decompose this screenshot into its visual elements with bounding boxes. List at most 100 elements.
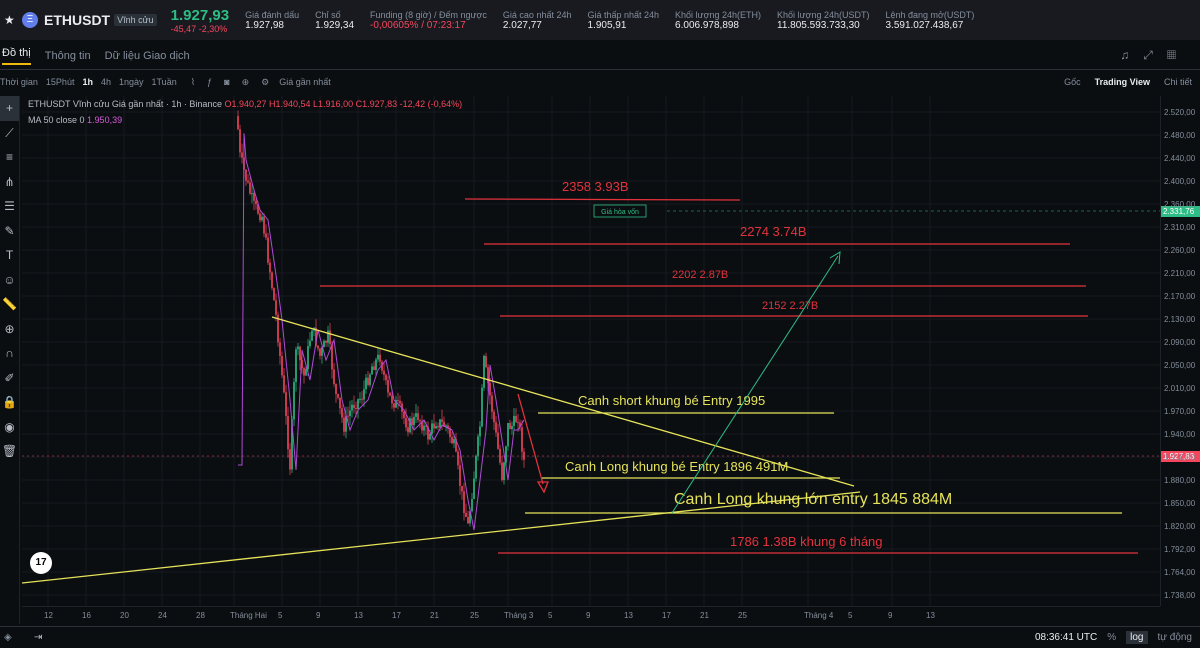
candle-body bbox=[497, 432, 499, 449]
price-chart[interactable]: Giá hòa vốn 2358 3.93B 2274 3.74B 2202 2… bbox=[22, 96, 1160, 606]
price-tick: 2.090,00 bbox=[1164, 338, 1196, 347]
expand-icon[interactable]: ⤢ bbox=[1143, 48, 1167, 62]
ascending-trendline bbox=[22, 491, 861, 584]
eye-icon[interactable]: ◉ bbox=[4, 419, 15, 434]
percent-scale-toggle[interactable]: % bbox=[1107, 632, 1117, 643]
candle-body bbox=[493, 411, 495, 423]
zoom-icon[interactable]: ⊕ bbox=[4, 321, 15, 336]
time-tick: 25 bbox=[738, 611, 747, 620]
symbol-name[interactable]: ETHUSDT bbox=[44, 12, 111, 28]
candle-body bbox=[339, 397, 341, 409]
candle-body bbox=[301, 360, 303, 368]
utc-clock[interactable]: 08:36:41 UTC bbox=[1034, 632, 1098, 643]
interval-1h[interactable]: 1h bbox=[82, 77, 93, 87]
horizontal-lines-icon[interactable]: ≡ bbox=[5, 150, 13, 164]
candle-body bbox=[461, 485, 463, 492]
price-tick: 2.360,00 bbox=[1164, 200, 1196, 209]
camera-icon[interactable]: ◙ bbox=[224, 77, 230, 87]
indicators-icon[interactable]: ƒ bbox=[207, 77, 213, 87]
candle-body bbox=[411, 418, 413, 426]
time-tick: 13 bbox=[926, 611, 935, 620]
candle-body bbox=[439, 419, 441, 428]
view-tradingview[interactable]: Trading View bbox=[1094, 77, 1150, 87]
price-tick: 1.738,00 bbox=[1164, 591, 1196, 600]
candle-body bbox=[295, 349, 297, 383]
trendline-icon[interactable]: ⟋ bbox=[5, 125, 14, 140]
stat-funding[interactable]: Funding (8 giờ) / Đếm ngược -0,00605% / 0… bbox=[370, 10, 487, 31]
candle-body bbox=[239, 129, 241, 153]
stay-drawing-icon[interactable]: ✐ bbox=[4, 370, 15, 385]
candle-body bbox=[367, 377, 369, 385]
chart-grid bbox=[22, 96, 1160, 606]
candle-body bbox=[359, 398, 361, 400]
settings-icon[interactable]: ⚙ bbox=[261, 76, 270, 87]
price-type-select[interactable]: Giá gần nhất bbox=[279, 77, 331, 87]
candle-body bbox=[355, 408, 357, 410]
candle-body bbox=[467, 516, 469, 524]
interval-15m[interactable]: 15Phút bbox=[45, 77, 75, 87]
candle-body bbox=[371, 366, 373, 375]
candle-body bbox=[323, 340, 325, 348]
tab-info[interactable]: Thông tin bbox=[44, 49, 91, 62]
eth-coin-icon: Ξ bbox=[22, 12, 38, 28]
ma-legend[interactable]: MA 50 close 0 1.950,39 bbox=[28, 115, 122, 125]
tradingview-logo-icon[interactable]: 17 bbox=[30, 552, 52, 574]
candle-body bbox=[263, 216, 265, 234]
alert-bell-icon[interactable]: ♫ bbox=[1120, 48, 1144, 62]
interval-4h[interactable]: 4h bbox=[100, 77, 111, 87]
view-original[interactable]: Gốc bbox=[1064, 77, 1081, 87]
tab-chart[interactable]: Đồ thị bbox=[2, 47, 31, 65]
tab-trading-data[interactable]: Dữ liệu Giao dịch bbox=[104, 49, 190, 62]
layers-icon[interactable]: ◈ bbox=[4, 632, 12, 643]
pitchfork-icon[interactable]: ⋔ bbox=[4, 174, 15, 189]
lock-icon[interactable]: 🔒 bbox=[2, 395, 17, 409]
interval-1w[interactable]: 1Tuần bbox=[151, 77, 177, 87]
candle-body bbox=[391, 395, 393, 404]
time-tick: 24 bbox=[158, 611, 167, 620]
price-tick: 1.910,00 bbox=[1164, 453, 1196, 462]
stat-value: -0,00605% / 07:23:17 bbox=[370, 19, 466, 31]
last-price: 1.927,93 bbox=[170, 6, 230, 24]
brush-icon[interactable]: ✎ bbox=[4, 223, 15, 238]
time-tick: 16 bbox=[82, 611, 91, 620]
candle-body bbox=[425, 425, 427, 427]
chart-type-icon[interactable]: ⌇ bbox=[190, 76, 196, 87]
stat-value: 1.905,91 bbox=[587, 19, 627, 31]
price-tick: 2.310,00 bbox=[1164, 223, 1196, 232]
add-icon[interactable]: ⊕ bbox=[241, 76, 250, 87]
drawing-toolbar: + ⟋ ≡ ⋔ ☰ ✎ T ☺ 📏 ⊕ ∩ ✐ 🔒 ◉ 🗑 bbox=[0, 96, 20, 624]
candle-body bbox=[521, 427, 523, 452]
stat-open-interest[interactable]: Lệnh đang mở(USDT) 3.591.027.438,67 bbox=[885, 10, 974, 31]
crosshair-icon[interactable]: + bbox=[0, 96, 19, 121]
fib-icon[interactable]: ☰ bbox=[4, 199, 15, 213]
favorite-star-icon[interactable]: ★ bbox=[4, 13, 15, 27]
price-axis[interactable]: 2.331,76 1.927,83 2.520,00 2.480,00 2.440,… bbox=[1160, 96, 1200, 606]
level-1786-label: 1786 1.38B khung 6 tháng bbox=[730, 534, 883, 549]
grid-icon[interactable]: ▦ bbox=[1166, 48, 1190, 62]
goto-date-icon[interactable]: ⇥ bbox=[34, 632, 43, 643]
time-tick: 5 bbox=[548, 611, 553, 620]
candle-body bbox=[361, 398, 363, 400]
candle-body bbox=[413, 416, 415, 426]
candle-body bbox=[473, 478, 475, 499]
time-tick: Tháng 3 bbox=[504, 611, 534, 620]
magnet-icon[interactable]: ∩ bbox=[5, 346, 14, 360]
ticker-header: ★ Ξ ETHUSDT Vĩnh cửu 1.927,93 -45,47 -2,… bbox=[0, 0, 1200, 40]
candle-body bbox=[289, 449, 291, 470]
trash-icon[interactable]: 🗑 bbox=[1, 444, 18, 458]
candle-body bbox=[287, 416, 289, 450]
ruler-icon[interactable]: 📏 bbox=[2, 297, 17, 311]
time-tick: 12 bbox=[44, 611, 53, 620]
price-tick: 1.764,00 bbox=[1164, 568, 1196, 577]
text-icon[interactable]: T bbox=[5, 248, 14, 262]
auto-scale-toggle[interactable]: tự động bbox=[1157, 632, 1193, 643]
view-depth[interactable]: Chi tiết bbox=[1163, 77, 1192, 87]
interval-time[interactable]: Thời gian bbox=[0, 77, 38, 87]
emoji-icon[interactable]: ☺ bbox=[3, 272, 16, 287]
interval-1d[interactable]: 1ngày bbox=[118, 77, 144, 87]
log-scale-toggle[interactable]: log bbox=[1126, 631, 1148, 644]
time-tick: 28 bbox=[196, 611, 205, 620]
candle-body bbox=[369, 374, 371, 385]
candle-body bbox=[501, 462, 503, 480]
time-axis[interactable]: 12 16 20 24 28 Tháng Hai 5 9 13 17 21 25 Tháng 3 5 9 13… bbox=[22, 606, 1160, 624]
